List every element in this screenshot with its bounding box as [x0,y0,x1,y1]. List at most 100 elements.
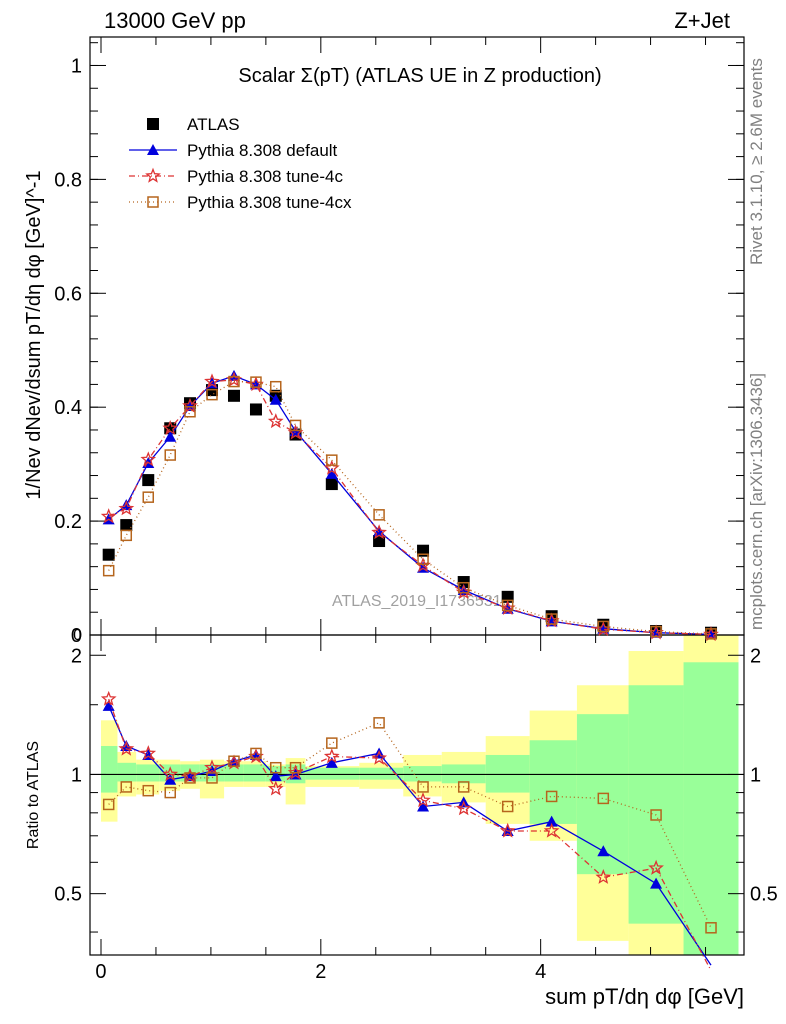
ratio-y-tick-label-right: 1 [750,764,761,786]
ratio-y-tick-label: 1 [71,764,82,786]
legend-label: ATLAS [187,115,240,134]
pythia-8-308-tune-4cx-point [164,449,176,461]
pythia-8-308-tune-4c-ratio-point [118,740,135,756]
pythia-8-308-tune-4cx-point [270,380,282,393]
x-axis-label: sum pT/dη dφ [GeV] [545,984,744,1009]
atlas-legend-marker [147,118,159,130]
stat-uncertainty-band [100,745,118,793]
stat-uncertainty-band [243,764,266,782]
stat-uncertainty-band [224,764,244,782]
rivet-info: Rivet 3.1.10, ≥ 2.6M events [747,58,766,265]
pythia-8-308-default-ratio-point [545,815,558,827]
stat-uncertainty-band [117,762,137,782]
pythia-8-308-tune-4cx-ratio-point [417,781,429,793]
stat-uncertainty-band [159,764,181,782]
pythia-8-308-tune-4cx-point [373,509,385,521]
pythia-8-308-tune-4cx-ratio-point [545,790,558,803]
pythia-8-308-tune-4c-point [140,451,157,467]
pythia-8-308-tune-4c-ratio-point [648,859,664,875]
atlas-point [249,403,262,416]
ratio-panel-frame [89,634,745,956]
pythia-8-308-tune-4cx-ratio-point [120,781,133,793]
stat-uncertainty-band [403,766,442,782]
pythia-8-308-tune-4c-ratio-point [415,792,431,808]
pythia-8-308-tune-4cx-ratio-point [164,786,176,799]
x-tick-label: 0 [95,961,106,983]
pythia-8-308-tune-4cx-point [545,613,558,625]
pythia-8-308-tune-4cx-ratio-point [326,737,338,749]
pythia-8-308-tune-4c-ratio-point [595,869,612,884]
pythia-8-308-tune-4cx-ratio-point [184,772,196,784]
header-left: 13000 GeV pp [104,8,246,33]
pythia-8-308-tune-4c-point [100,508,117,524]
x-tick-label: 2 [315,961,326,983]
pythia-8-308-default-point [325,467,338,479]
pythia-8-308-tune-4c-ratio-point [162,766,179,782]
pythia-8-308-tune-4cx-point [650,625,662,638]
pythia-8-308-tune-4cx-point [184,405,196,418]
pythia-8-308-default-ratio-point [417,800,430,812]
pythia-8-308-default-ratio-point [597,845,610,857]
pythia-8-308-tune-4cx-point [289,419,302,432]
pythia-8-308-tune-4cx-point [326,454,338,466]
pythia-8-308-tune-4cx-ratio-point [501,800,514,813]
pythia-8-308-tune-4c-point [323,459,340,475]
legend: ATLAS Pythia 8.308 default Pythia 8.308 tu… [129,115,352,212]
atlas-point [102,548,115,561]
y-tick-label: 0 [71,625,82,647]
pythia-8-308-tune-4cx-point [417,553,429,566]
pythia-8-308-tune-4c-point [162,420,179,435]
pythia-8-308-tune-4c-ratio-point [499,822,516,838]
pythia-8-308-tune-4cx-ratio-point [250,747,262,760]
atlas-point [142,474,155,487]
top-y-axis-label: 1/Nev dNev/dsum pT/dη dφ [GeV]^-1 [23,170,45,499]
pythia-8-308-default-ratio-point [269,770,282,782]
pythia-8-308-tune-4cx-ratio-point [206,772,218,784]
pythia-8-308-tune-4cx-ratio-point [142,784,155,797]
pythia-8-308-tune-4cx-ratio-point [650,809,662,821]
header-right: Z+Jet [674,8,730,33]
y-tick-label: 0.4 [54,397,82,419]
y-tick-label: 1 [71,55,82,77]
pythia-8-308-tune-4cx-point [501,599,514,612]
pythia-8-308-tune-4cx-ratio-point [705,922,717,934]
pythia-8-308-tune-4c-point [371,524,388,540]
pythia-8-308-tune-4c-ratio-point [455,800,472,816]
pythia-8-308-tune-4cx-point [228,375,240,388]
y-tick-label: 0.8 [54,169,82,191]
pythia-8-308-tune-4c-ratio-point [543,822,560,838]
ratio-y-tick-label-right: 2 [750,645,761,667]
pythia-8-308-tune-4cx-ratio-point [457,781,470,793]
mcplots-info: mcplots.cern.ch [arXiv:1306.3436] [747,373,766,630]
pythia-8-308-tune-4cx-point [597,620,610,633]
pythia-8-308-default-legend-marker [147,144,159,155]
pythia-8-308-tune-4c-point [204,373,220,389]
ratio-y-tick-label: 0.5 [54,884,82,906]
pythia-8-308-tune-4cx-point [705,628,717,640]
pythia-8-308-tune-4c-ratio-point [204,759,220,775]
ratio-panel-series [100,690,717,971]
top-panel-series [100,369,719,642]
pythia-8-308-default-point [164,430,177,442]
pythia-8-308-tune-4c-ratio-point [140,745,157,761]
pythia-8-308-default-ratio-point [650,877,663,889]
pythia-8-308-default-ratio-point [164,773,177,785]
pythia-8-308-tune-4cx-ratio-point [270,761,282,774]
analysis-watermark: ATLAS_2019_I1736531 [332,593,502,610]
pythia-8-308-tune-4cx-ratio-point [228,755,240,767]
stat-uncertainty-band [485,754,530,793]
pythia-8-308-tune-4cx-point [457,581,470,594]
pythia-8-308-tune-4cx-ratio-point [102,798,115,811]
y-tick-label: 0.6 [54,283,82,305]
pythia-8-308-tune-4c-ratio-point [267,780,284,796]
pythia-8-308-tune-4c-point [118,500,135,516]
pythia-8-308-tune-4cx-point [102,564,115,577]
atlas-point [325,478,338,491]
stat-uncertainty-band [683,662,739,955]
ratio-uncertainty-bands [100,635,739,955]
axis-ticks: 00.20.40.60.810.5 0.51 12 20 2 40 [54,37,778,983]
atlas-point [373,535,386,548]
stat-uncertainty-band [529,740,577,824]
atlas-point [227,389,240,402]
pythia-8-308-tune-4c-point [267,413,284,429]
